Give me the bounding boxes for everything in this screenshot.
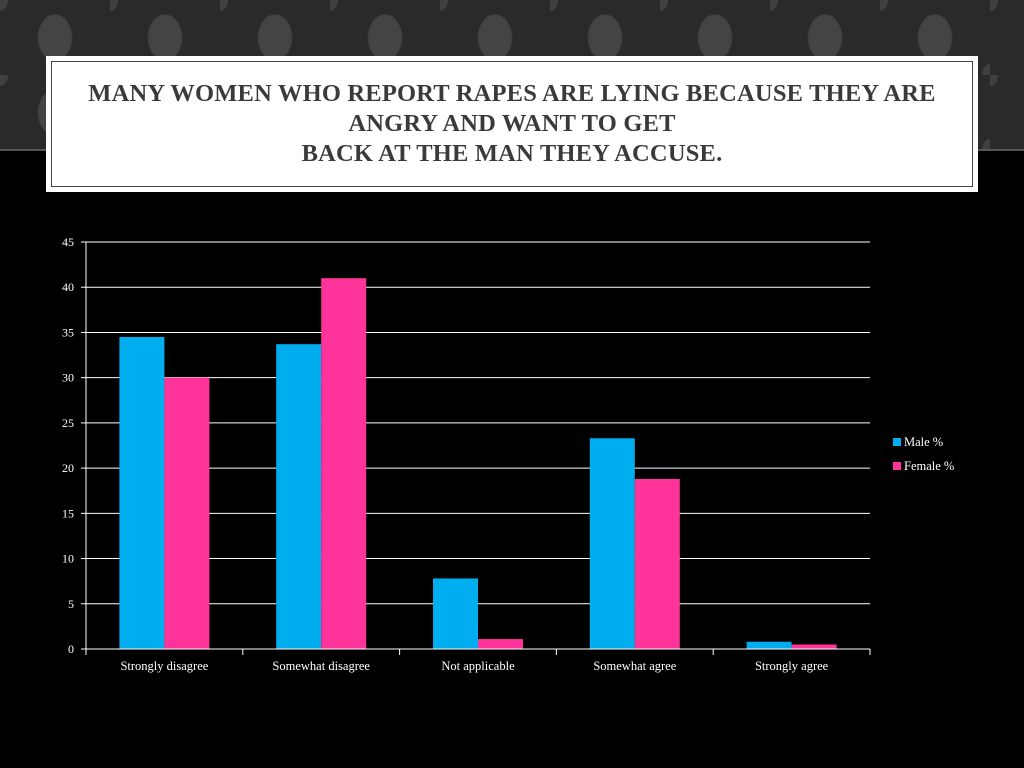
y-tick-label: 5 (68, 597, 74, 611)
chart-legend: Male % Female % (893, 435, 954, 473)
bar-male (433, 578, 478, 649)
bar-female (164, 377, 210, 649)
y-tick-label: 10 (62, 552, 74, 566)
legend-swatch (893, 438, 901, 446)
legend-label: Female % (904, 459, 954, 473)
chart-bars (119, 278, 837, 649)
bar-male (276, 344, 322, 649)
slide-title-line-1: MANY WOMEN WHO REPORT RAPES ARE LYING BE… (88, 80, 936, 107)
y-tick-label: 20 (62, 461, 74, 475)
y-tick-label: 35 (62, 325, 74, 339)
bar-female (634, 478, 680, 649)
y-tick-label: 25 (62, 416, 74, 430)
legend-swatch (893, 462, 901, 470)
legend-label: Male % (904, 435, 943, 449)
x-axis-tick-labels: Strongly disagree Somewhat disagree Not ap… (120, 659, 828, 673)
bar-female (321, 278, 367, 649)
x-tick-label: Not applicable (441, 659, 515, 673)
slide-title: MANY WOMEN WHO REPORT RAPES ARE LYING BE… (88, 79, 935, 169)
x-tick-label: Strongly agree (755, 659, 829, 673)
bar-female (791, 644, 837, 649)
bar-female (478, 639, 523, 649)
bar-male (746, 641, 792, 649)
y-axis-tick-labels: 0 5 10 15 20 25 30 35 40 45 (62, 235, 74, 656)
x-tick-label: Strongly disagree (120, 659, 208, 673)
y-tick-label: 30 (62, 371, 74, 385)
x-tick-label: Somewhat agree (593, 659, 676, 673)
y-tick-label: 45 (62, 235, 74, 249)
slide-title-line-2: ANGRY AND WANT TO GET (348, 110, 676, 137)
y-tick-label: 0 (68, 642, 74, 656)
x-tick-label: Somewhat disagree (272, 659, 370, 673)
slide-title-line-3: BACK AT THE MAN THEY ACCUSE. (301, 140, 723, 167)
y-tick-label: 40 (62, 280, 74, 294)
title-box: MANY WOMEN WHO REPORT RAPES ARE LYING BE… (46, 56, 978, 192)
bar-male (119, 336, 165, 649)
y-tick-label: 15 (62, 506, 74, 520)
chart-axes (81, 241, 871, 655)
bar-male (589, 438, 635, 649)
